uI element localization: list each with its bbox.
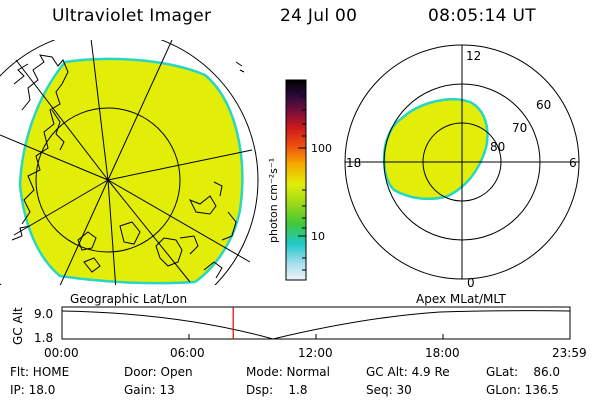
mlt-label-6: 6 [569, 156, 577, 170]
gc-alt-readout: GC Alt: 4.9 Re [366, 365, 450, 379]
apex-label: Apex MLat/MLT [416, 292, 506, 306]
colorbar-tick-100: 100 [311, 142, 332, 155]
colorbar-unit-label: photon cm⁻²s⁻¹ [267, 158, 280, 243]
coastlines [11, 54, 245, 279]
lat-lon-grid [0, 40, 259, 285]
dsp-readout: Dsp: 1.8 [246, 383, 308, 397]
mlt-label-0: 0 [467, 276, 475, 290]
gain-readout: Gain: 13 [124, 383, 175, 397]
observation-time: 08:05:14 UT [428, 6, 536, 26]
y-tick-1-8: 1.8 [34, 331, 53, 345]
mlat-mlt-grid [344, 44, 580, 280]
glat-readout: GLat: 86.0 [486, 365, 561, 379]
seq-readout: Seq: 30 [366, 383, 412, 397]
mlt-label-18: 18 [346, 156, 361, 170]
x-tick-1200: 12:00 [298, 346, 333, 360]
mlt-label-12: 12 [466, 49, 481, 63]
instrument-title: Ultraviolet Imager [52, 6, 212, 26]
y-tick-9-0: 9.0 [34, 307, 53, 321]
x-tick-0000: 00:00 [44, 346, 79, 360]
altitude-curve [61, 310, 571, 340]
gc-alt-axis-label: GC Alt [11, 307, 25, 345]
ip-readout: IP: 18.0 [10, 383, 56, 397]
geographic-label: Geographic Lat/Lon [70, 292, 187, 306]
x-tick-0600: 06:00 [170, 346, 205, 360]
observation-date: 24 Jul 00 [280, 6, 358, 26]
flight-readout: Flt: HOME [10, 365, 70, 379]
mlat-label-60: 60 [536, 98, 551, 112]
x-tick-2359: 23:59 [552, 346, 587, 360]
mode-readout: Mode: Normal [246, 365, 330, 379]
x-tick-1800: 18:00 [425, 346, 460, 360]
x-ticks [188, 334, 444, 339]
mlat-label-80: 80 [490, 140, 505, 154]
mlat-label-70: 70 [512, 121, 527, 135]
auroral-image-geo [18, 57, 244, 285]
colorbar-tick-10: 10 [311, 230, 325, 243]
glon-readout: GLon: 136.5 [486, 383, 559, 397]
door-readout: Door: Open [124, 365, 193, 379]
